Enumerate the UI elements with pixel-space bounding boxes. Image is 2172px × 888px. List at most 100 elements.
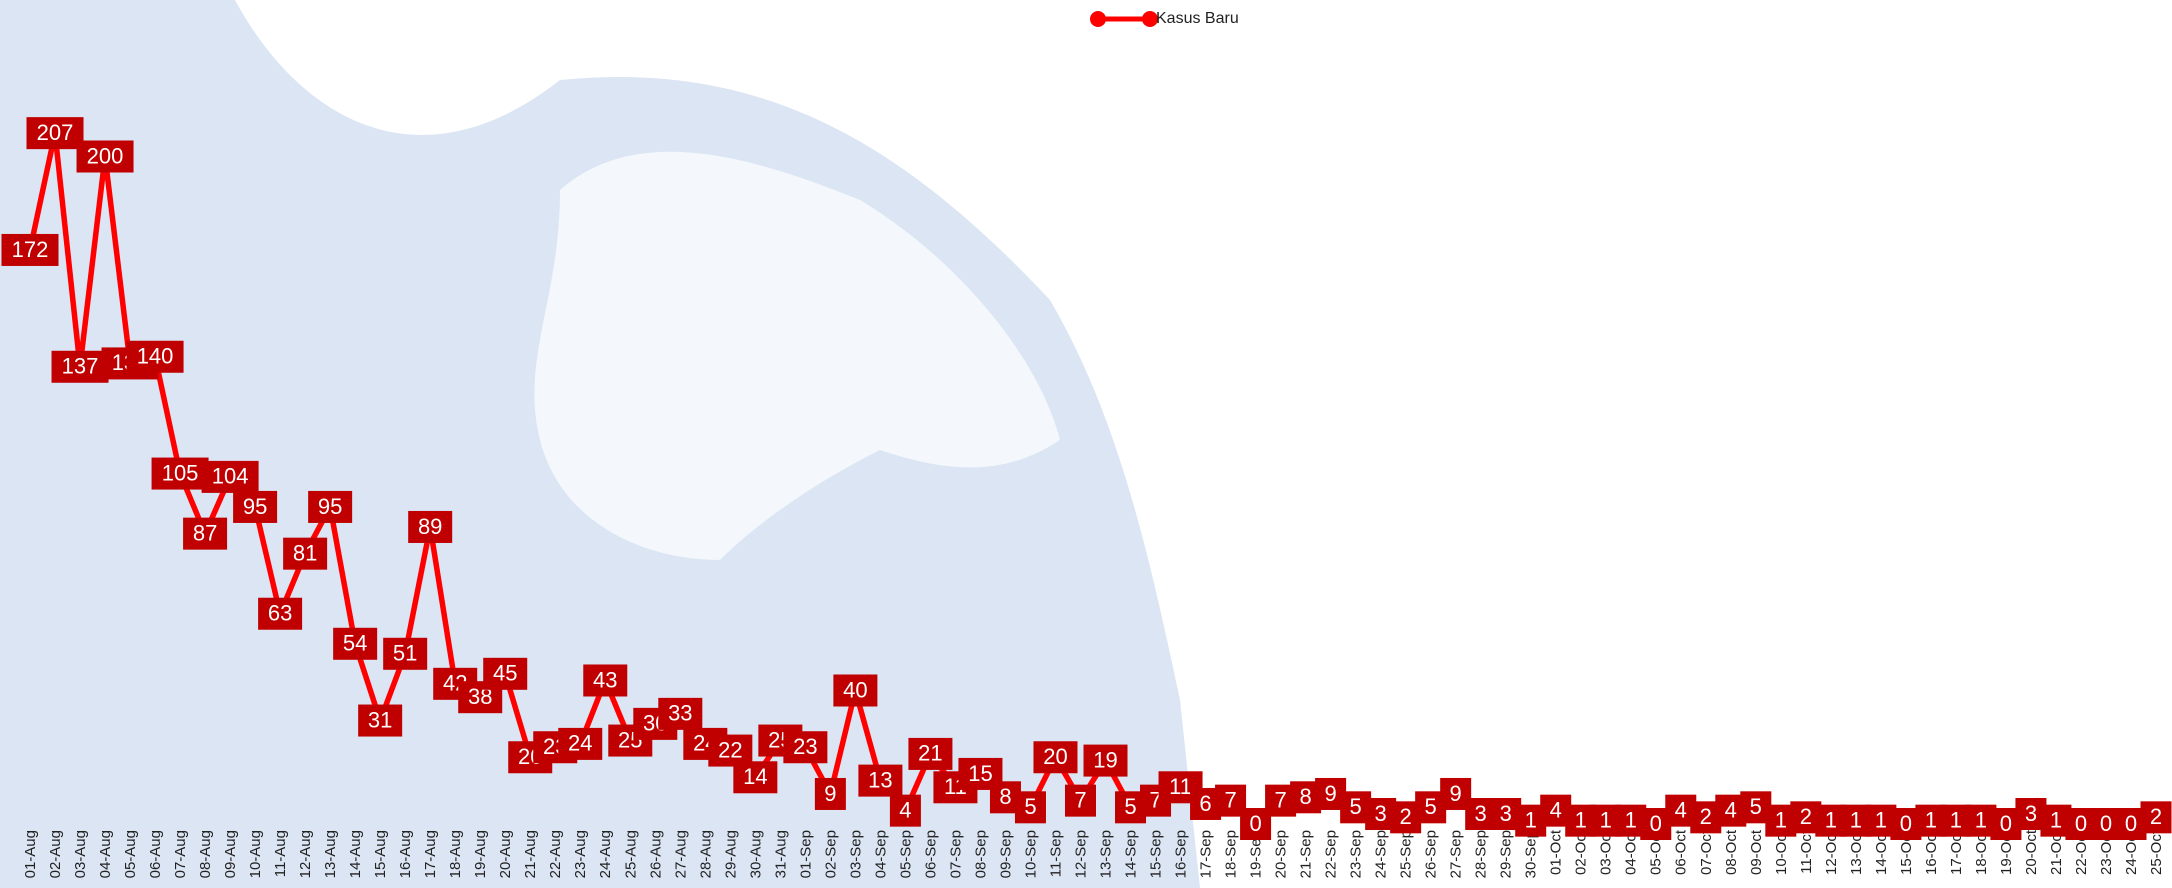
value-label-box [333, 627, 378, 660]
x-tick-label: 14-Aug [347, 830, 364, 878]
value-label: 1 [1925, 807, 1937, 832]
x-tick-label: 01-Aug [22, 830, 39, 878]
value-label-box [126, 340, 184, 373]
value-label: 11 [1169, 774, 1192, 799]
value-label: 1 [1850, 807, 1862, 832]
x-tick-label: 18-Aug [447, 830, 464, 878]
x-tick-label: 23-Oct [2098, 829, 2115, 875]
x-tick-label: 03-Aug [72, 830, 89, 878]
value-label: 2 [1400, 804, 1412, 829]
x-tick-label: 10-Oct [1773, 829, 1790, 875]
value-label: 0 [2100, 811, 2112, 836]
x-tick-label: 21-Sep [1298, 830, 1315, 878]
value-label-box [783, 731, 828, 764]
x-tick-label: 08-Sep [972, 830, 989, 878]
value-label-box [308, 490, 353, 523]
value-label: 63 [268, 601, 292, 626]
x-tick-label: 09-Aug [222, 830, 239, 878]
value-label: 54 [343, 631, 367, 656]
value-label-box [833, 674, 878, 707]
value-label: 1 [1775, 807, 1787, 832]
value-label-box [1014, 791, 1046, 824]
x-tick-label: 26-Aug [647, 830, 664, 878]
value-label: 43 [593, 667, 617, 692]
x-tick-label: 07-Oct [1698, 829, 1715, 875]
x-tick-label: 03-Oct [1598, 829, 1615, 875]
value-label: 15 [968, 761, 992, 786]
value-label-box [383, 637, 428, 670]
x-tick-label: 15-Oct [1898, 829, 1915, 875]
x-tick-label: 14-Oct [1873, 829, 1890, 875]
value-label-box [889, 794, 921, 827]
x-tick-label: 13-Aug [322, 830, 339, 878]
value-label: 21 [918, 741, 942, 766]
x-tick-label: 18-Sep [1223, 830, 1240, 878]
x-tick-label: 04-Oct [1623, 829, 1640, 875]
value-label: 172 [12, 237, 49, 262]
x-tick-label: 18-Oct [1973, 829, 1990, 875]
value-label-box [76, 140, 134, 173]
x-tick-label: 11-Oct [1798, 829, 1815, 874]
x-tick-label: 21-Oct [2048, 829, 2065, 875]
value-label: 5 [1024, 794, 1036, 819]
value-label-box [1, 233, 59, 266]
x-tick-label: 05-Aug [122, 830, 139, 878]
value-label: 24 [568, 731, 592, 756]
value-label: 3 [2025, 801, 2037, 826]
value-label: 140 [137, 344, 174, 369]
value-label-box [814, 777, 846, 810]
x-tick-label: 28-Aug [697, 830, 714, 878]
value-label: 9 [1324, 781, 1336, 806]
value-label: 207 [37, 120, 74, 145]
value-label: 23 [793, 734, 817, 759]
value-label: 8 [999, 784, 1011, 809]
value-label-box [908, 737, 953, 770]
value-label: 0 [1900, 811, 1912, 836]
value-label: 9 [824, 781, 836, 806]
x-tick-label: 17-Aug [422, 830, 439, 878]
value-label: 0 [2075, 811, 2087, 836]
value-label-box [658, 697, 703, 730]
x-tick-label: 11-Sep [1047, 830, 1064, 877]
x-tick-label: 19-Sep [1248, 830, 1265, 878]
value-label: 1 [2050, 807, 2062, 832]
value-label: 22 [718, 737, 742, 762]
x-tick-label: 13-Oct [1848, 829, 1865, 875]
value-label: 1 [1525, 807, 1537, 832]
x-tick-label: 11-Aug [272, 830, 289, 877]
x-tick-label: 20-Aug [497, 830, 514, 878]
x-tick-label: 13-Sep [1097, 830, 1114, 878]
legend-marker [1142, 11, 1158, 27]
legend-label: Kasus Baru [1156, 10, 1239, 27]
value-label: 87 [193, 520, 217, 545]
value-label: 6 [1199, 791, 1211, 816]
value-label: 1 [1575, 807, 1587, 832]
x-tick-label: 01-Oct [1548, 829, 1565, 875]
value-label: 2 [1700, 804, 1712, 829]
value-label: 2 [1800, 804, 1812, 829]
legend-marker [1090, 11, 1106, 27]
value-label: 0 [1249, 811, 1261, 836]
x-tick-label: 22-Aug [547, 830, 564, 878]
value-label-box [183, 517, 228, 550]
x-tick-label: 23-Sep [1348, 830, 1365, 878]
value-label: 7 [1224, 787, 1236, 812]
value-label: 1 [1825, 807, 1837, 832]
value-label: 95 [243, 494, 267, 519]
value-label: 4 [1725, 797, 1737, 822]
value-label: 19 [1093, 747, 1117, 772]
x-tick-label: 07-Aug [172, 830, 189, 878]
x-tick-label: 16-Sep [1173, 830, 1190, 878]
value-label: 137 [62, 354, 99, 379]
x-tick-label: 12-Aug [297, 830, 314, 878]
value-label-box [51, 350, 109, 383]
x-tick-label: 24-Aug [597, 830, 614, 878]
x-tick-label: 21-Aug [522, 830, 539, 878]
value-label-box [408, 510, 453, 543]
x-tick-label: 29-Sep [1498, 830, 1515, 878]
x-tick-label: 12-Oct [1823, 829, 1840, 875]
value-label-box [1064, 784, 1096, 817]
value-label: 3 [1500, 801, 1512, 826]
x-tick-label: 02-Sep [822, 830, 839, 878]
